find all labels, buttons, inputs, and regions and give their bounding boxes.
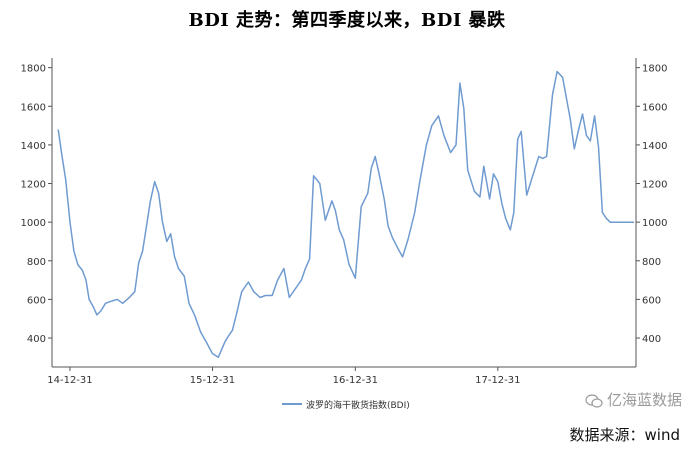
series-line-bdi: [57, 70, 634, 359]
x-ticks: 14-12-31 15-12-31 16-12-31 17-12-31: [47, 367, 521, 386]
right-y-ticks: 400 600 800 1000 1200 1400 1600 1800: [636, 64, 667, 345]
watermark: 亿海蓝数据: [585, 389, 682, 410]
watermark-text: 亿海蓝数据: [606, 391, 682, 409]
y-tick-label-right: 1600: [642, 102, 667, 113]
legend: 波罗的海干散货指数(BDI): [282, 399, 410, 411]
wechat-icon: [585, 393, 603, 408]
y-tick-label-left: 1400: [21, 141, 46, 152]
y-tick-label-right: 800: [642, 257, 661, 268]
y-tick-label-left: 1800: [21, 64, 46, 75]
y-tick-label-left: 1200: [21, 180, 46, 191]
chart-axes: [51, 58, 637, 368]
y-tick-label-right: 1000: [642, 218, 667, 229]
left-y-ticks: 400 600 800 1000 1200 1400 1600 1800: [21, 64, 52, 345]
x-tick-label: 15-12-31: [190, 375, 235, 386]
y-tick-label-left: 800: [27, 257, 46, 268]
page-title: BDI 走势：第四季度以来，BDI 暴跌: [188, 10, 506, 31]
y-tick-label-left: 400: [27, 334, 46, 345]
x-tick-label: 16-12-31: [333, 375, 378, 386]
y-tick-label-right: 1200: [642, 180, 667, 191]
y-tick-label-right: 600: [642, 295, 661, 306]
y-tick-label-right: 1800: [642, 64, 667, 75]
legend-label: 波罗的海干散货指数(BDI): [306, 399, 410, 411]
y-tick-label-right: 1400: [642, 141, 667, 152]
y-tick-label-right: 400: [642, 334, 661, 345]
x-tick-label: 14-12-31: [47, 375, 92, 386]
y-tick-label-left: 600: [27, 295, 46, 306]
x-tick-label: 17-12-31: [475, 375, 520, 386]
y-tick-label-left: 1000: [21, 218, 46, 229]
source-note: 数据来源：wind: [569, 426, 680, 444]
y-tick-label-left: 1600: [21, 102, 46, 113]
